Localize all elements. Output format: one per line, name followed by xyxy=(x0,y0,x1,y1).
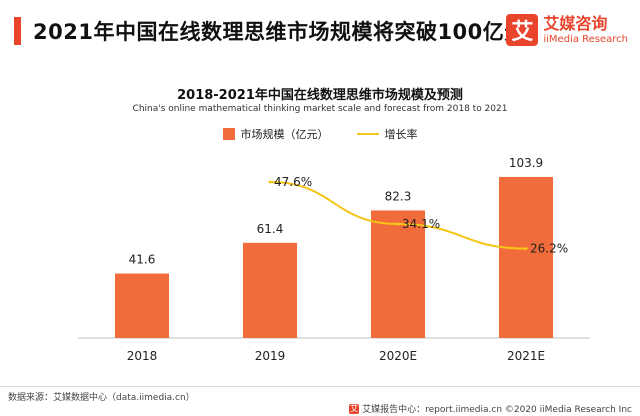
growth-rate-label-2020E: 34.1% xyxy=(402,217,440,231)
growth-rate-label-2019: 47.6% xyxy=(274,175,312,189)
title-bar: 2021年中国在线数理思维市场规模将突破100亿元 xyxy=(14,16,526,46)
bar-value-label-2021E: 103.9 xyxy=(509,156,543,170)
footer-report-text: 艾媒报告中心：report.iimedia.cn ©2020 iiMedia R… xyxy=(362,405,632,415)
chart-title: 2018-2021年中国在线数理思维市场规模及预测 xyxy=(177,88,463,103)
growth-rate-label-2021E: 26.2% xyxy=(530,242,568,256)
brand-logo-text: 艾媒咨询 iiMedia Research xyxy=(543,13,628,45)
bar-2021E xyxy=(499,176,553,338)
x-tick-label-2019: 2019 xyxy=(255,349,286,363)
brand-name-en: iiMedia Research xyxy=(543,33,628,45)
growth-rate-point-2021E xyxy=(524,247,528,251)
title-accent-bar xyxy=(14,17,21,45)
bar-2019 xyxy=(243,242,297,338)
x-tick-label-2021E: 2021E xyxy=(507,349,545,363)
brand-logo-badge: 艾 xyxy=(506,14,539,46)
footer-logo-icon: 艾 xyxy=(349,403,360,414)
growth-rate-point-2020E xyxy=(396,222,400,226)
footer-report: 艾 艾媒报告中心：report.iimedia.cn ©2020 iiMedia… xyxy=(349,402,632,415)
bar-value-label-2020E: 82.3 xyxy=(385,189,412,203)
page-title: 2021年中国在线数理思维市场规模将突破100亿元 xyxy=(33,20,526,44)
footer-source: 数据来源：艾媒数据中心（data.iimedia.cn） xyxy=(8,393,195,403)
legend-label-market-size: 市场规模（亿元） xyxy=(240,128,329,141)
chart-legend: 市场规模（亿元） 增长率 xyxy=(0,126,640,142)
brand-name-cn: 艾媒咨询 xyxy=(543,13,608,33)
x-tick-label-2020E: 2020E xyxy=(379,349,417,363)
legend-swatch-line xyxy=(356,133,379,135)
bar-2020E xyxy=(371,210,425,338)
bar-value-label-2019: 61.4 xyxy=(257,222,284,236)
footer-divider xyxy=(0,386,640,387)
legend-item-growth-rate: 增长率 xyxy=(356,126,418,142)
bar-2018 xyxy=(115,273,169,338)
legend-swatch-bar xyxy=(222,128,235,140)
legend-item-market-size: 市场规模（亿元） xyxy=(222,126,329,142)
chart-subtitle: China's online mathematical thinking mar… xyxy=(132,104,508,114)
growth-rate-point-2019 xyxy=(268,180,272,184)
bar-value-label-2018: 41.6 xyxy=(129,253,156,267)
x-tick-label-2018: 2018 xyxy=(127,349,158,363)
brand-logo: 艾 艾媒咨询 iiMedia Research xyxy=(506,14,628,46)
legend-label-growth-rate: 增长率 xyxy=(384,128,418,141)
